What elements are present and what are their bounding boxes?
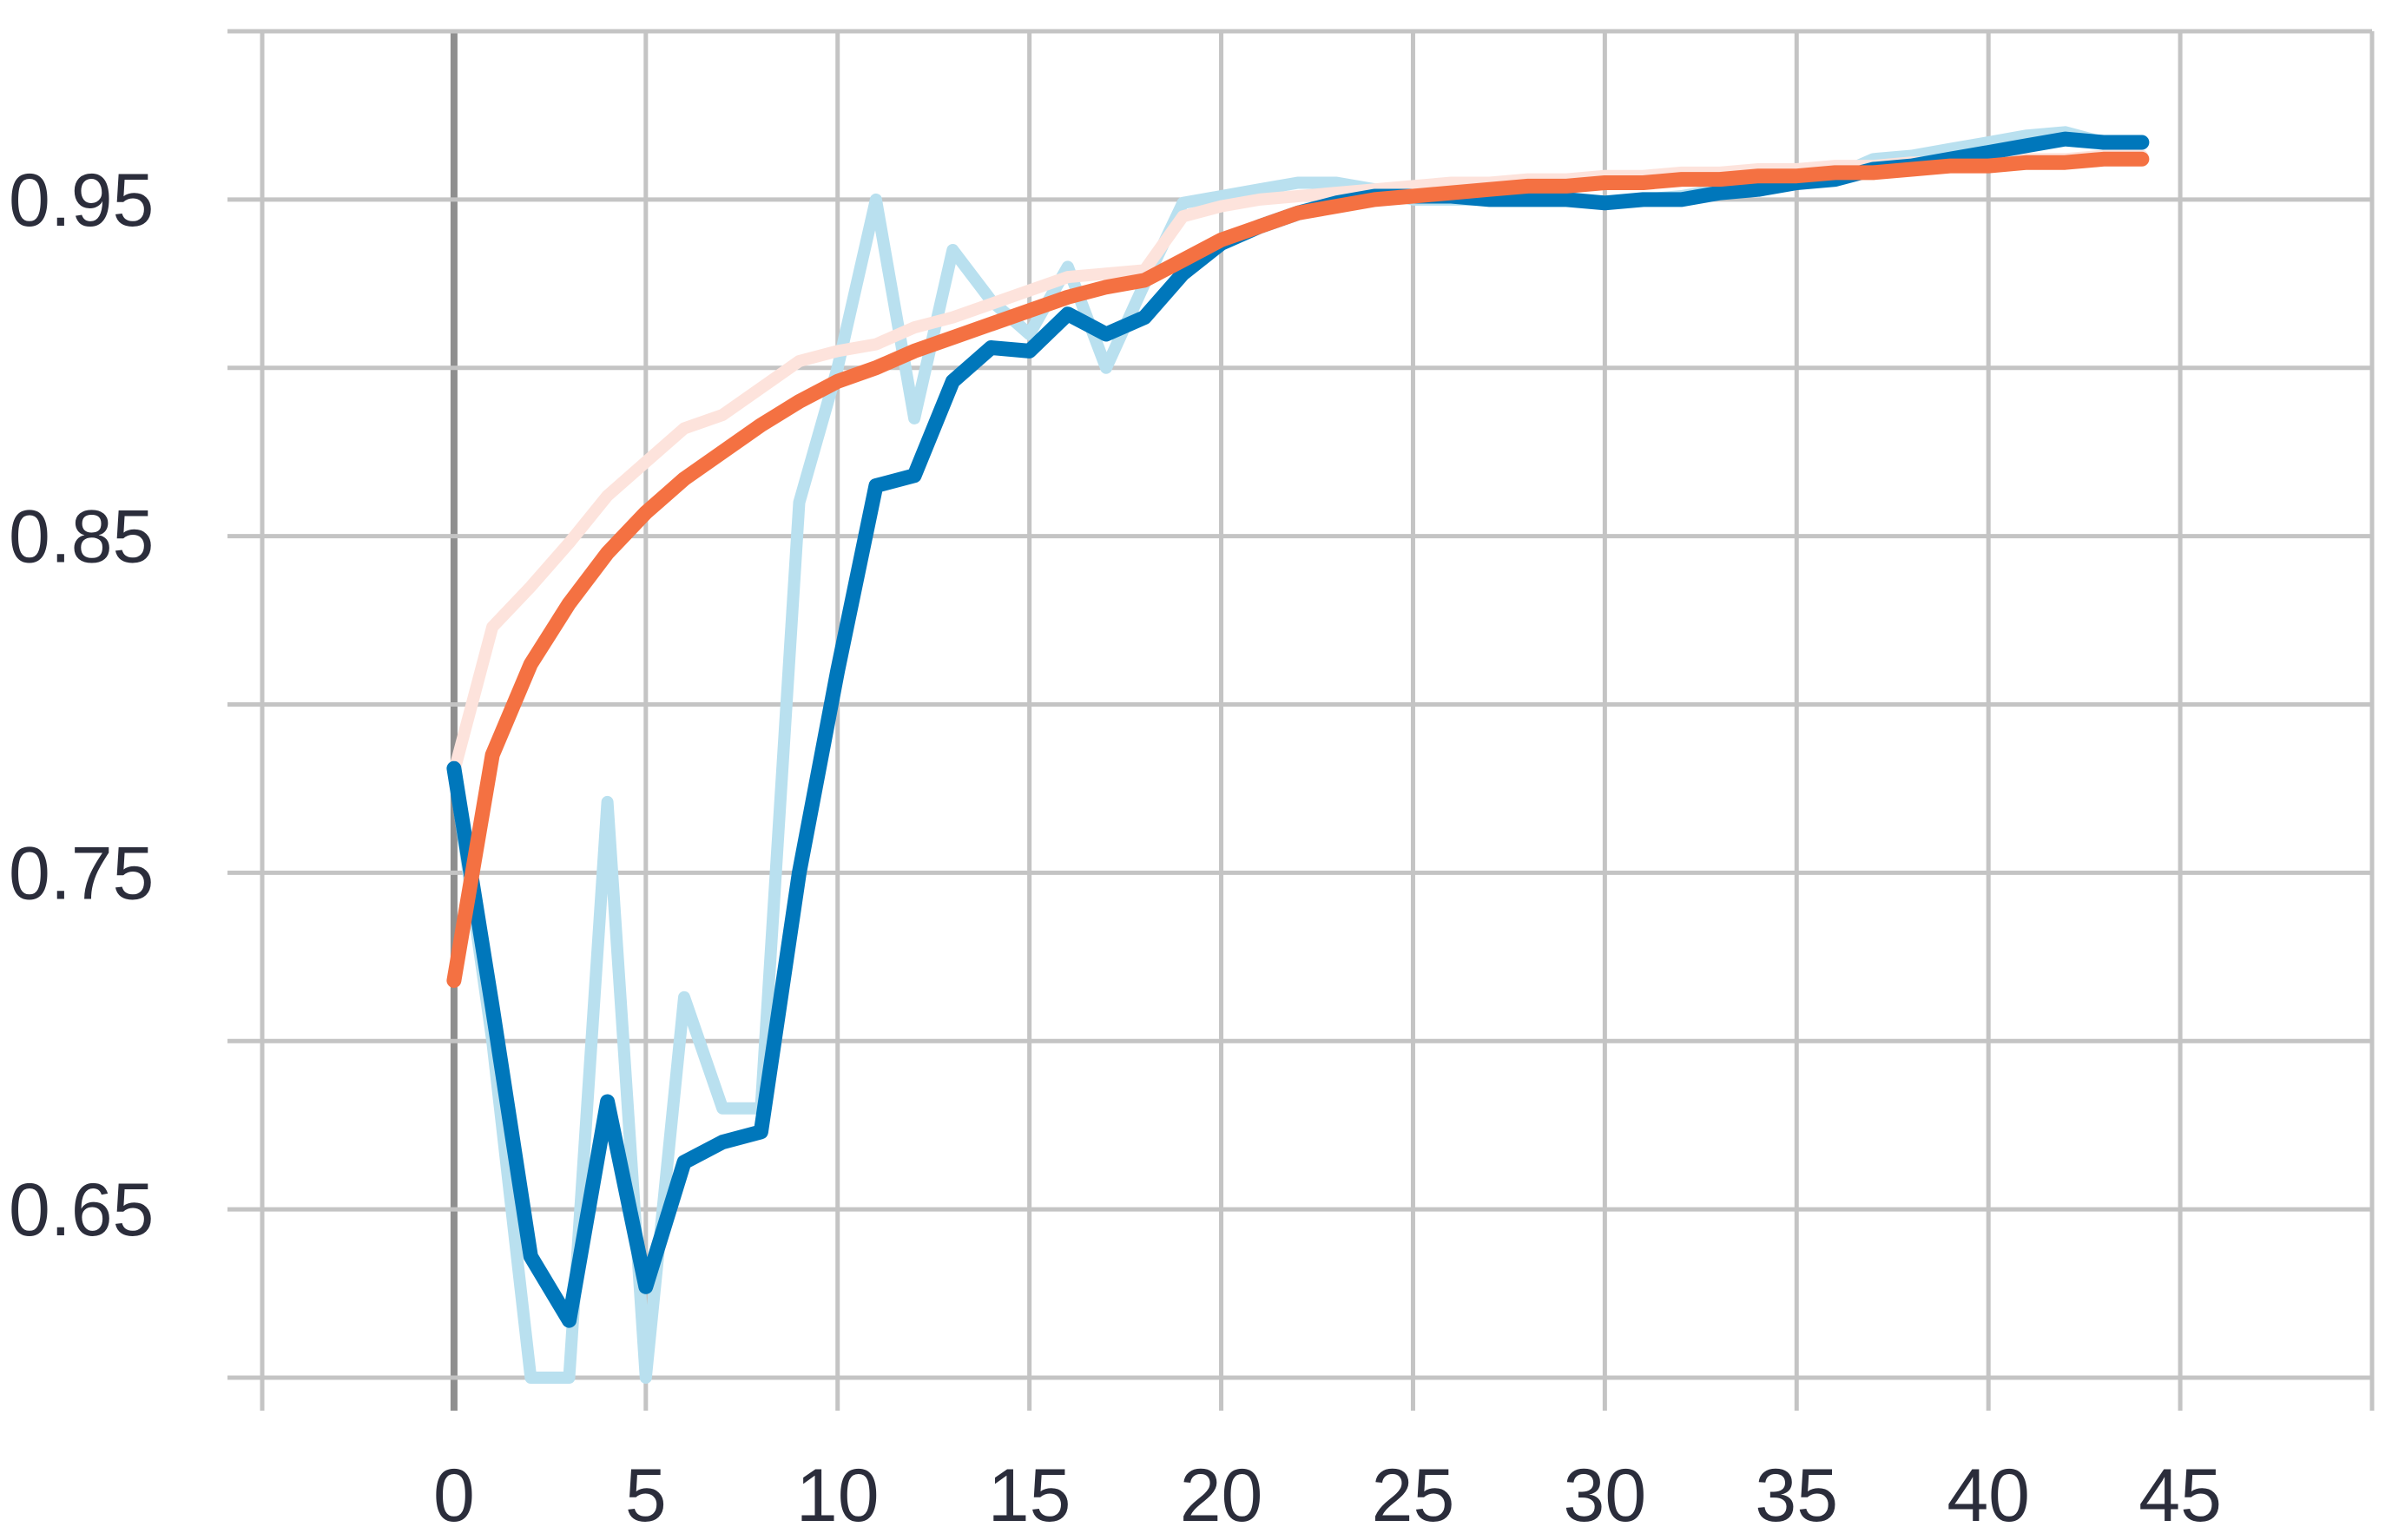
x-tick-label: 30 [1564,1454,1647,1537]
y-tick-labels: 0.65 0.75 0.85 0.95 [9,159,154,1252]
x-tick-label: 15 [988,1454,1071,1537]
x-tick-label: 40 [1947,1454,2030,1537]
x-tick-labels: 0 5 10 15 20 25 30 35 40 45 [433,1454,2222,1537]
y-tick-label: 0.65 [9,1168,154,1252]
x-tick-label: 35 [1755,1454,1838,1537]
y-tick-label: 0.75 [9,832,154,915]
series-lines [446,126,2150,1384]
raw-series-line-0 [447,126,2148,1384]
x-tick-label: 5 [625,1454,667,1537]
grid [227,29,2375,1411]
smoothed-series-line-3 [446,151,2150,988]
y-tick-label: 0.95 [9,159,154,242]
x-tick-label: 25 [1372,1454,1455,1537]
smoothed-series-line-2 [446,131,2150,1328]
x-tick-label: 20 [1180,1454,1263,1537]
x-tick-label: 10 [796,1454,880,1537]
x-tick-label: 0 [433,1454,475,1537]
x-tick-label: 45 [2138,1454,2222,1537]
y-tick-label: 0.85 [9,496,154,579]
